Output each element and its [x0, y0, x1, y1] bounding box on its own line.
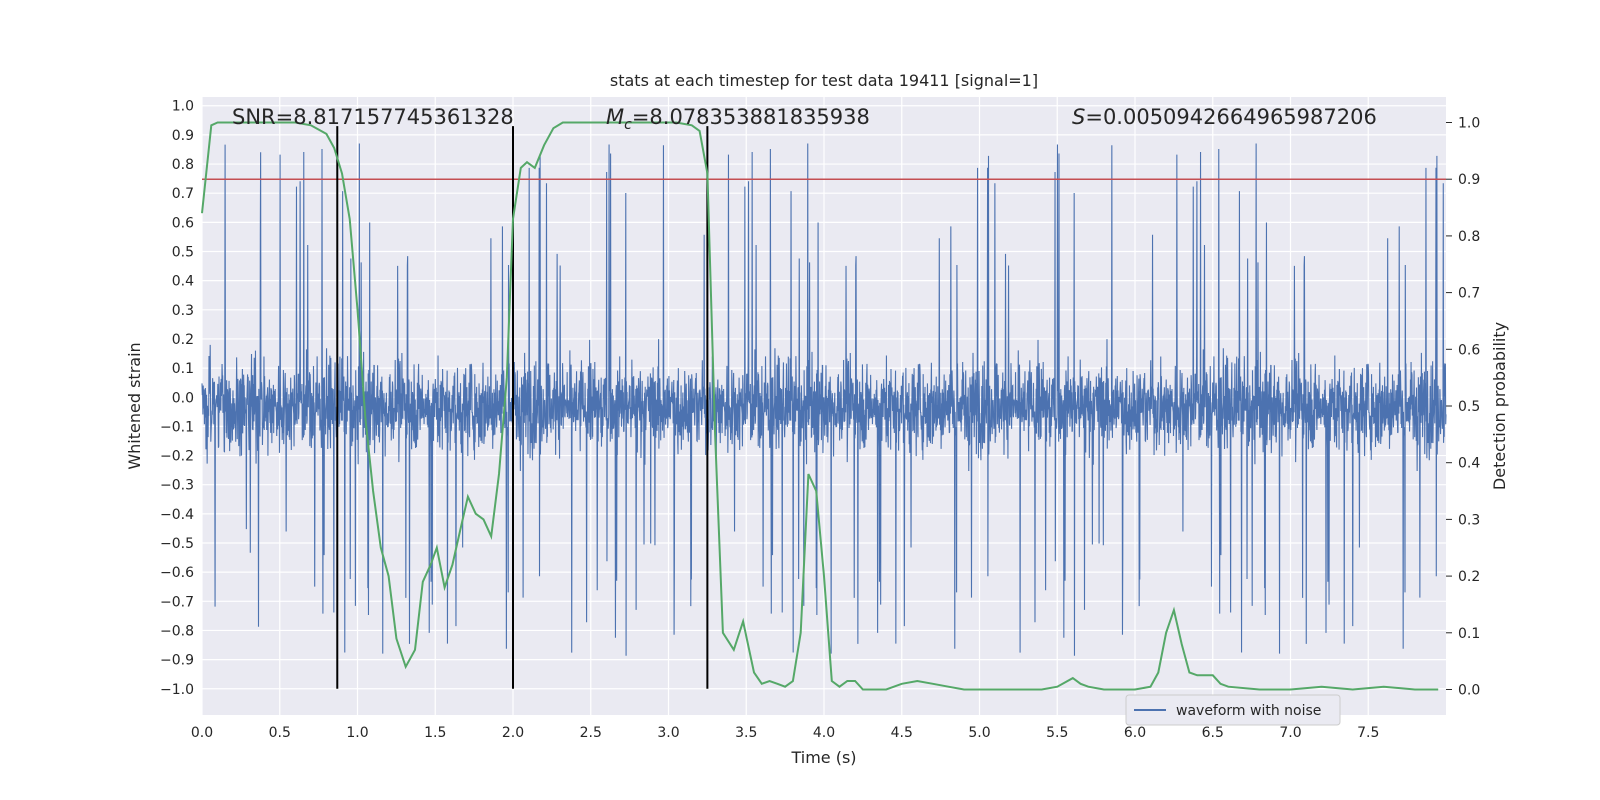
y-left-tick-label: 1.0	[172, 99, 194, 115]
y-right-tick-label: 1.0	[1458, 116, 1480, 132]
y-right-tick-label: 0.9	[1458, 172, 1480, 188]
y-right-tick-label: 0.2	[1458, 569, 1480, 585]
legend-label: waveform with noise	[1176, 703, 1321, 719]
x-tick-label: 1.0	[346, 725, 368, 741]
x-tick-label: 2.5	[580, 725, 602, 741]
y-left-tick-label: −0.7	[160, 594, 194, 610]
x-tick-label: 3.5	[735, 725, 757, 741]
y-left-tick-label: −0.5	[160, 536, 194, 552]
x-tick-label: 2.0	[502, 725, 524, 741]
x-tick-label: 1.5	[424, 725, 446, 741]
strain-series	[201, 143, 1447, 656]
s-value: =0.0050942664965987206	[1085, 105, 1377, 129]
s-annotation: S=0.0050942664965987206	[1072, 105, 1377, 129]
chart-title: stats at each timestep for test data 194…	[610, 71, 1038, 90]
y-right-tick-label: 0.8	[1458, 229, 1480, 245]
y-right-tick-label: 0.6	[1458, 342, 1480, 358]
legend: waveform with noise	[1125, 694, 1341, 726]
y-left-tick-label: 0.0	[172, 390, 194, 406]
x-tick-label: 7.5	[1357, 725, 1379, 741]
y-left-tick-label: −0.4	[160, 507, 194, 523]
snr-annotation: SNR=8.817157745361328	[232, 105, 514, 129]
y-left-tick-label: −0.9	[160, 653, 194, 669]
y-left-tick-label: 0.5	[172, 245, 194, 261]
x-tick-label: 4.5	[891, 725, 913, 741]
s-symbol: S	[1072, 105, 1085, 129]
x-tick-label: 4.0	[813, 725, 835, 741]
mc-subscript: c	[624, 117, 632, 133]
x-axis-label: Time (s)	[790, 748, 856, 767]
y-left-tick-label: −0.6	[160, 565, 194, 581]
y-left-tick-labels: 1.0 0.9 0.8 0.7 0.6 0.5 0.4 0.3 0.2 0.1 0.0 −0.1 −0.…	[160, 99, 194, 698]
mc-value: =8.078353881835938	[632, 105, 870, 129]
strain-trace	[201, 143, 1447, 656]
y-right-tick-label: 0.7	[1458, 286, 1480, 302]
x-tick-label: 5.0	[968, 725, 990, 741]
x-tick-label: 5.5	[1046, 725, 1068, 741]
x-tick-label: 7.0	[1279, 725, 1301, 741]
y-left-tick-label: 0.9	[172, 128, 194, 144]
y-left-tick-label: 0.3	[172, 303, 194, 319]
y-right-tick-label: 0.5	[1458, 399, 1480, 415]
y-right-tick-label: 0.3	[1458, 512, 1480, 528]
y-left-tick-label: −0.1	[160, 419, 194, 435]
x-tick-label: 0.5	[269, 725, 291, 741]
y-left-tick-label: 0.7	[172, 186, 194, 202]
x-tick-label: 0.0	[191, 725, 213, 741]
y-right-axis-label: Detection probability	[1490, 322, 1509, 490]
y-left-tick-label: −0.8	[160, 623, 194, 639]
y-left-tick-label: −1.0	[160, 682, 194, 698]
y-left-tick-label: 0.4	[172, 274, 194, 290]
x-tick-label: 6.5	[1202, 725, 1224, 741]
y-right-tick-label: 0.1	[1458, 626, 1480, 642]
chirp-mass-annotation: Mc=8.078353881835938	[606, 105, 870, 133]
y-left-tick-label: 0.8	[172, 157, 194, 173]
y-left-tick-label: −0.2	[160, 449, 194, 465]
y-left-tick-label: 0.1	[172, 361, 194, 377]
probability-line	[201, 121, 1439, 691]
x-tick-label: 3.0	[657, 725, 679, 741]
y-left-axis-label: Whitened strain	[125, 342, 144, 469]
y-left-tick-label: 0.2	[172, 332, 194, 348]
y-right-tick-label: 0.0	[1458, 682, 1480, 698]
legend-box	[1125, 694, 1341, 726]
x-tick-label: 6.0	[1124, 725, 1146, 741]
y-left-tick-label: −0.3	[160, 478, 194, 494]
y-right-tick-labels: 1.0 0.9 0.8 0.7 0.6 0.5 0.4 0.3 0.2 0.1 0.0	[1446, 116, 1480, 698]
y-left-tick-label: 0.6	[172, 215, 194, 231]
mc-symbol: M	[606, 105, 624, 129]
y-right-tick-label: 0.4	[1458, 456, 1480, 472]
x-tick-labels: 0.0 0.5 1.0 1.5 2.0 2.5 3.0 3.5 4.0 4.5 5.0 5.5 6.0 6…	[191, 725, 1380, 741]
